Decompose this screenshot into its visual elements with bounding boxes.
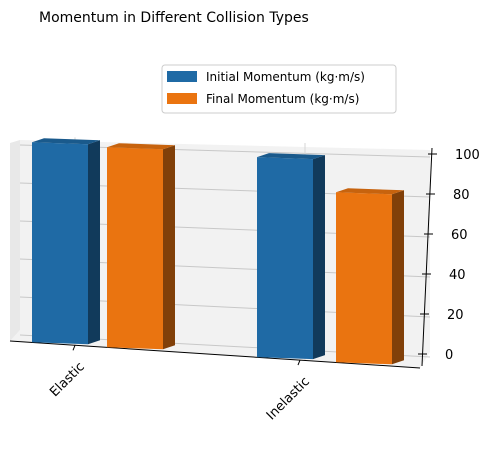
bar-top-face (336, 188, 404, 195)
bar-front-face (107, 147, 163, 350)
bar-side-face (88, 140, 100, 345)
z-tick-label: 80 (453, 188, 470, 203)
bar (107, 143, 175, 350)
z-tick-label: 40 (449, 268, 466, 283)
legend-label: Initial Momentum (kg·m/s) (206, 70, 365, 84)
side-pane (10, 140, 20, 341)
z-tick-label: 100 (455, 148, 480, 163)
bar-top-face (257, 153, 325, 160)
legend: Initial Momentum (kg·m/s) Final Momentum … (161, 64, 397, 114)
x-axis-line (9, 340, 421, 369)
z-tick-label: 20 (447, 308, 464, 323)
legend-label: Final Momentum (kg·m/s) (206, 92, 359, 106)
bar-top-face (107, 143, 175, 150)
bar-front-face (257, 157, 313, 360)
z-axis-ticks: 0 20 40 60 80 100 (418, 148, 480, 363)
chart-title: Momentum in Different Collision Types (39, 10, 309, 26)
bar-front-face (336, 192, 392, 365)
bar-side-face (163, 145, 175, 350)
bar (32, 138, 100, 345)
bar-top-face (32, 138, 100, 145)
bars (32, 138, 404, 365)
bar-side-face (392, 190, 404, 365)
legend-swatch (167, 93, 197, 104)
bar-side-face (313, 155, 325, 360)
z-tick-label: 60 (451, 228, 468, 243)
z-tick-label: 0 (445, 348, 453, 363)
bar (336, 188, 404, 365)
x-tick-mark (297, 359, 301, 366)
x-tick-mark (72, 345, 76, 351)
bar-front-face (32, 142, 88, 345)
bar (257, 153, 325, 360)
x-tick-label: Elastic (47, 360, 88, 401)
x-tick-label: Inelastic (264, 374, 313, 423)
legend-swatch (167, 71, 197, 82)
chart-axes (9, 147, 433, 369)
legend-frame (161, 64, 397, 114)
z-axis-line (421, 147, 433, 367)
